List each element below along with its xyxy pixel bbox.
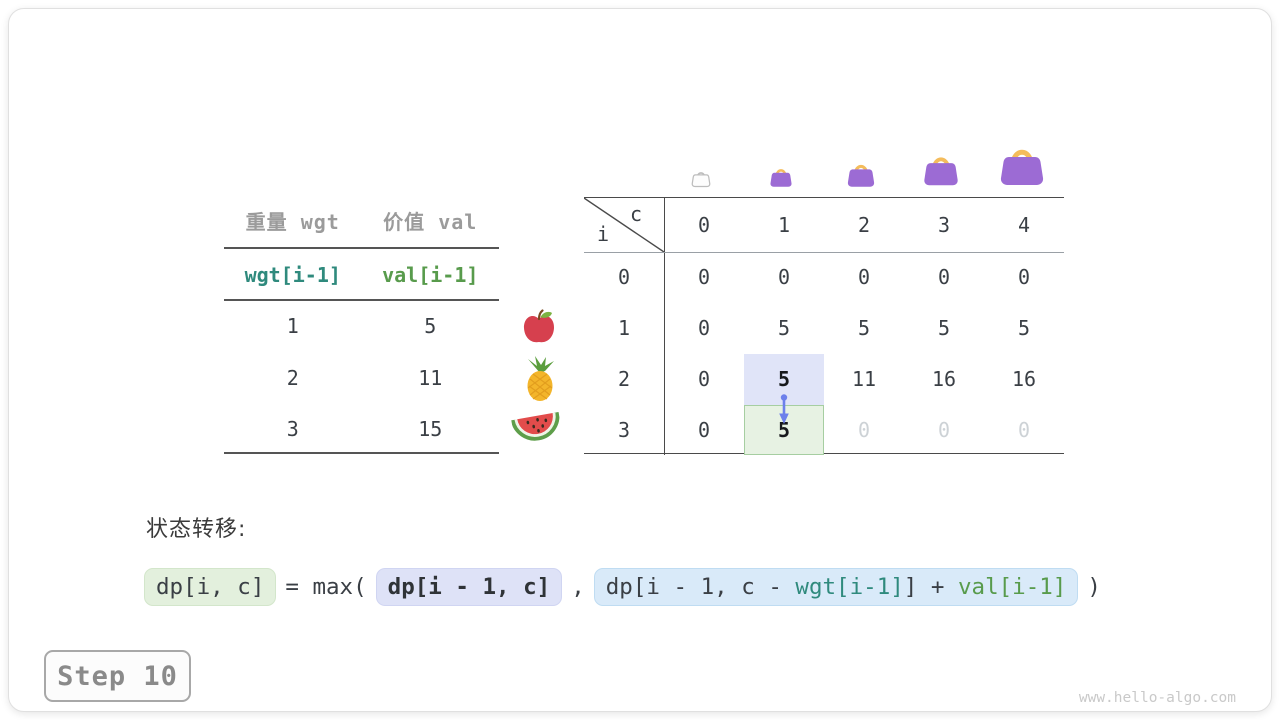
formula-arg2-wgt: wgt[i-1] [795,574,904,600]
dp-cell-target: 5 [777,418,791,442]
dp-cell: 0 [937,418,951,442]
item2-value: 11 [418,366,443,390]
formula-arg2-bracket: ] [903,574,918,600]
formula-comma: , [571,574,585,600]
item3-value: 15 [418,417,443,441]
val-index-label: val[i-1] [382,263,479,287]
weight-column-header: 重量 wgt [245,210,340,234]
apple-icon [521,309,557,345]
dp-cell: 0 [697,367,711,391]
col-header-2: 2 [857,213,871,237]
table-row: 3 15 [224,404,499,454]
dp-cell: 0 [697,316,711,340]
formula-lhs: dp[i, c] [144,568,277,606]
row-header-3: 3 [617,418,631,442]
state-transition-label: 状态转移: [146,517,247,542]
dp-cell: 11 [851,367,877,391]
items-table-subheader: wgt[i-1] val[i-1] [224,249,499,301]
formula-arg2-val: val[i-1] [957,574,1067,600]
diagonal-line [584,198,664,252]
dp-cell-source: 5 [777,367,791,391]
dp-cell: 0 [697,265,711,289]
dp-cell: 0 [1017,265,1031,289]
formula-arg2: dp[i - 1, c - wgt[i-1]] + val[i-1] [593,568,1079,606]
figure-card: 重量 wgt 价值 val wgt[i-1] val[i-1] 1 5 2 11… [8,8,1272,712]
bag-icon-xs [769,165,793,188]
items-table-header: 重量 wgt 价值 val [224,199,499,249]
dp-cell: 16 [931,367,957,391]
pineapple-icon [518,355,562,403]
dp-cell: 5 [1017,316,1031,340]
dp-corner-cell: c i [584,198,664,252]
dp-cell: 0 [777,265,791,289]
dp-cell: 0 [937,265,951,289]
dp-table: c i 0 1 2 3 4 0 0 0 0 0 0 1 0 5 5 5 5 2 [584,197,1064,455]
dp-row-0: 0 0 0 0 0 0 [584,252,1064,303]
bag-icon-lg [998,142,1046,187]
dp-column-headers: 0 1 2 3 4 [664,198,1064,252]
step-badge: Step 10 [44,650,191,702]
dp-header-rule [584,252,1064,253]
item2-weight: 2 [286,366,299,390]
formula-arg2-dp: dp[i - 1, c - [605,574,796,600]
formula-arg1: dp[i - 1, c] [375,568,563,606]
watermark: www.hello-algo.com [1078,690,1236,706]
step-label: Step 10 [57,660,178,692]
formula-arg2-plus: + [917,574,958,600]
bag-icon-sm [846,160,876,188]
col-header-1: 1 [777,213,791,237]
dp-row-3: 3 0 5 0 0 0 [584,405,1064,455]
dp-cell: 0 [857,265,871,289]
dp-cell: 5 [777,316,791,340]
col-header-4: 4 [1017,213,1031,237]
state-transition-formula: dp[i, c] = max( dp[i - 1, c] , dp[i - 1,… [144,568,1101,606]
dp-cell: 5 [857,316,871,340]
watermelon-icon [510,407,563,449]
item-var-label: i [597,222,610,246]
row-header-1: 1 [617,316,631,340]
item3-weight: 3 [286,417,299,441]
value-column-header: 价值 val [383,210,478,234]
items-table: 重量 wgt 价值 val wgt[i-1] val[i-1] 1 5 2 11… [224,199,499,454]
arrow-down-icon [779,394,789,424]
col-header-0: 0 [697,213,711,237]
col-header-3: 3 [937,213,951,237]
row-header-2: 2 [617,367,631,391]
capacity-var-label: c [630,202,643,226]
empty-bag-icon [691,167,711,189]
table-row: 2 11 [224,352,499,404]
formula-eq: = max( [285,574,367,600]
dp-cell: 5 [937,316,951,340]
wgt-index-label: wgt[i-1] [244,263,341,287]
bag-icon-md [922,151,960,187]
dp-row-1: 1 0 5 5 5 5 [584,303,1064,354]
dp-cell: 0 [697,418,711,442]
dp-cell: 16 [1011,367,1037,391]
dp-table-divider [664,198,665,455]
table-row: 1 5 [224,301,499,352]
item1-value: 5 [424,314,437,338]
formula-close-paren: ) [1087,574,1101,600]
dp-cell: 0 [1017,418,1031,442]
item1-weight: 1 [286,314,299,338]
dp-cell: 0 [857,418,871,442]
dp-row-2: 2 0 5 11 16 16 [584,354,1064,405]
row-header-0: 0 [617,265,631,289]
